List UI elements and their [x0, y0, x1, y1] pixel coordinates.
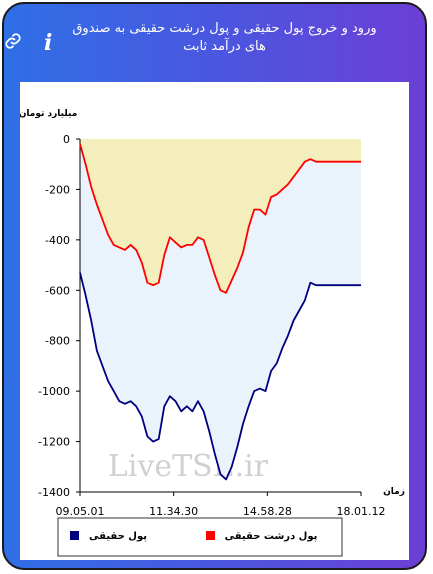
upper-fill-area — [80, 139, 361, 293]
card-header: i ورود و خروج پول حقیقی و پول درشت حقیقی… — [4, 4, 425, 82]
y-tick-label: -1200 — [38, 436, 70, 449]
x-tick-label: 11.34.30 — [149, 505, 198, 518]
y-axis-label: میلیارد تومان — [20, 109, 77, 119]
y-tick-label: -200 — [45, 183, 70, 196]
legend-box — [57, 517, 343, 557]
chart-panel: میلیارد تومان زمان LiveTSE.ir 0 -200 -400 -… — [20, 82, 409, 560]
y-tick-label: -600 — [45, 284, 70, 297]
x-tick-label: 14.58.28 — [243, 505, 292, 518]
x-axis-label: زمان — [383, 487, 405, 497]
legend-label-real[interactable]: پول حقیقی — [89, 531, 147, 542]
watermark: LiveTSE.ir — [108, 449, 269, 484]
chart-card: i ورود و خروج پول حقیقی و پول درشت حقیقی… — [2, 2, 427, 570]
series-line-big-real — [79, 143, 361, 294]
y-tick-label: 0 — [63, 133, 70, 146]
y-tick-label: -400 — [45, 234, 70, 247]
y-tick-label: -1000 — [38, 385, 70, 398]
lower-fill-area — [80, 144, 361, 480]
x-tick-label: 09.05.01 — [56, 505, 105, 518]
info-icon[interactable]: i — [44, 30, 53, 56]
legend-label-big-real[interactable]: پول درشت حقیقی — [225, 531, 318, 542]
legend-swatch-big-real — [206, 531, 215, 540]
y-tick-label: -1400 — [38, 486, 70, 499]
legend-swatch-real — [70, 531, 79, 540]
y-tick-label: -800 — [45, 335, 70, 348]
series-line-real — [79, 272, 361, 481]
link-icon[interactable] — [4, 32, 22, 50]
chart-title: ورود و خروج پول حقیقی و پول درشت حقیقی ب… — [72, 21, 377, 54]
plot-area: 0 -200 -400 -600 -800 -1000 -1200 -1400 09.05.01… — [38, 133, 385, 518]
line-chart: میلیارد تومان زمان LiveTSE.ir 0 -200 -400 -… — [20, 109, 405, 557]
x-tick-label: 18.01.12 — [337, 505, 386, 518]
